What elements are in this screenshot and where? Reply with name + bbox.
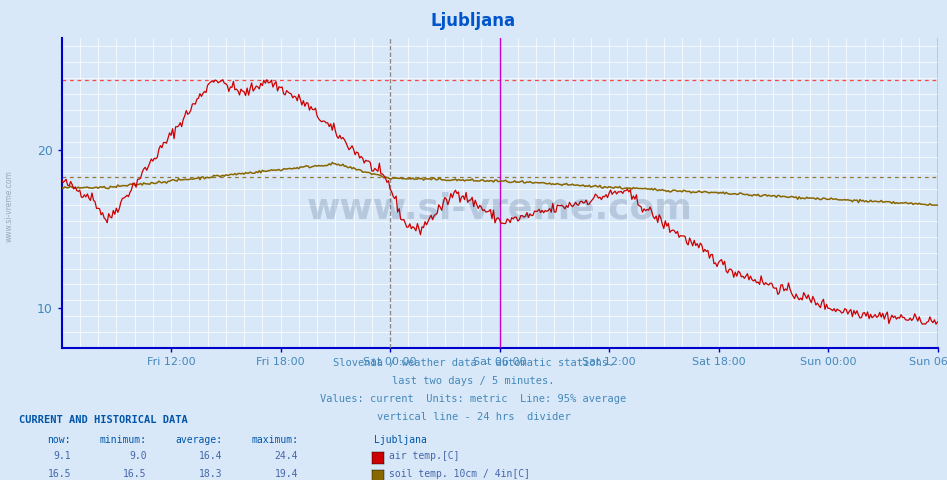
Text: minimum:: minimum:: [99, 435, 147, 445]
Text: 24.4: 24.4: [275, 451, 298, 461]
Text: 9.1: 9.1: [53, 451, 71, 461]
Text: maximum:: maximum:: [251, 435, 298, 445]
Text: 16.5: 16.5: [123, 469, 147, 480]
Text: now:: now:: [47, 435, 71, 445]
Text: 16.5: 16.5: [47, 469, 71, 480]
Text: average:: average:: [175, 435, 223, 445]
Text: Values: current  Units: metric  Line: 95% average: Values: current Units: metric Line: 95% …: [320, 394, 627, 404]
Text: 19.4: 19.4: [275, 469, 298, 480]
Text: 18.3: 18.3: [199, 469, 223, 480]
Text: 16.4: 16.4: [199, 451, 223, 461]
Text: vertical line - 24 hrs  divider: vertical line - 24 hrs divider: [377, 412, 570, 422]
Text: 9.0: 9.0: [129, 451, 147, 461]
Text: www.si-vreme.com: www.si-vreme.com: [5, 170, 14, 242]
Text: soil temp. 10cm / 4in[C]: soil temp. 10cm / 4in[C]: [389, 469, 530, 480]
Text: Ljubljana: Ljubljana: [431, 12, 516, 30]
Text: last two days / 5 minutes.: last two days / 5 minutes.: [392, 376, 555, 386]
Text: Slovenia / weather data - automatic stations.: Slovenia / weather data - automatic stat…: [333, 358, 614, 368]
Text: CURRENT AND HISTORICAL DATA: CURRENT AND HISTORICAL DATA: [19, 415, 188, 425]
Text: air temp.[C]: air temp.[C]: [389, 451, 459, 461]
Text: www.si-vreme.com: www.si-vreme.com: [307, 192, 692, 226]
Text: Ljubljana: Ljubljana: [374, 435, 427, 445]
